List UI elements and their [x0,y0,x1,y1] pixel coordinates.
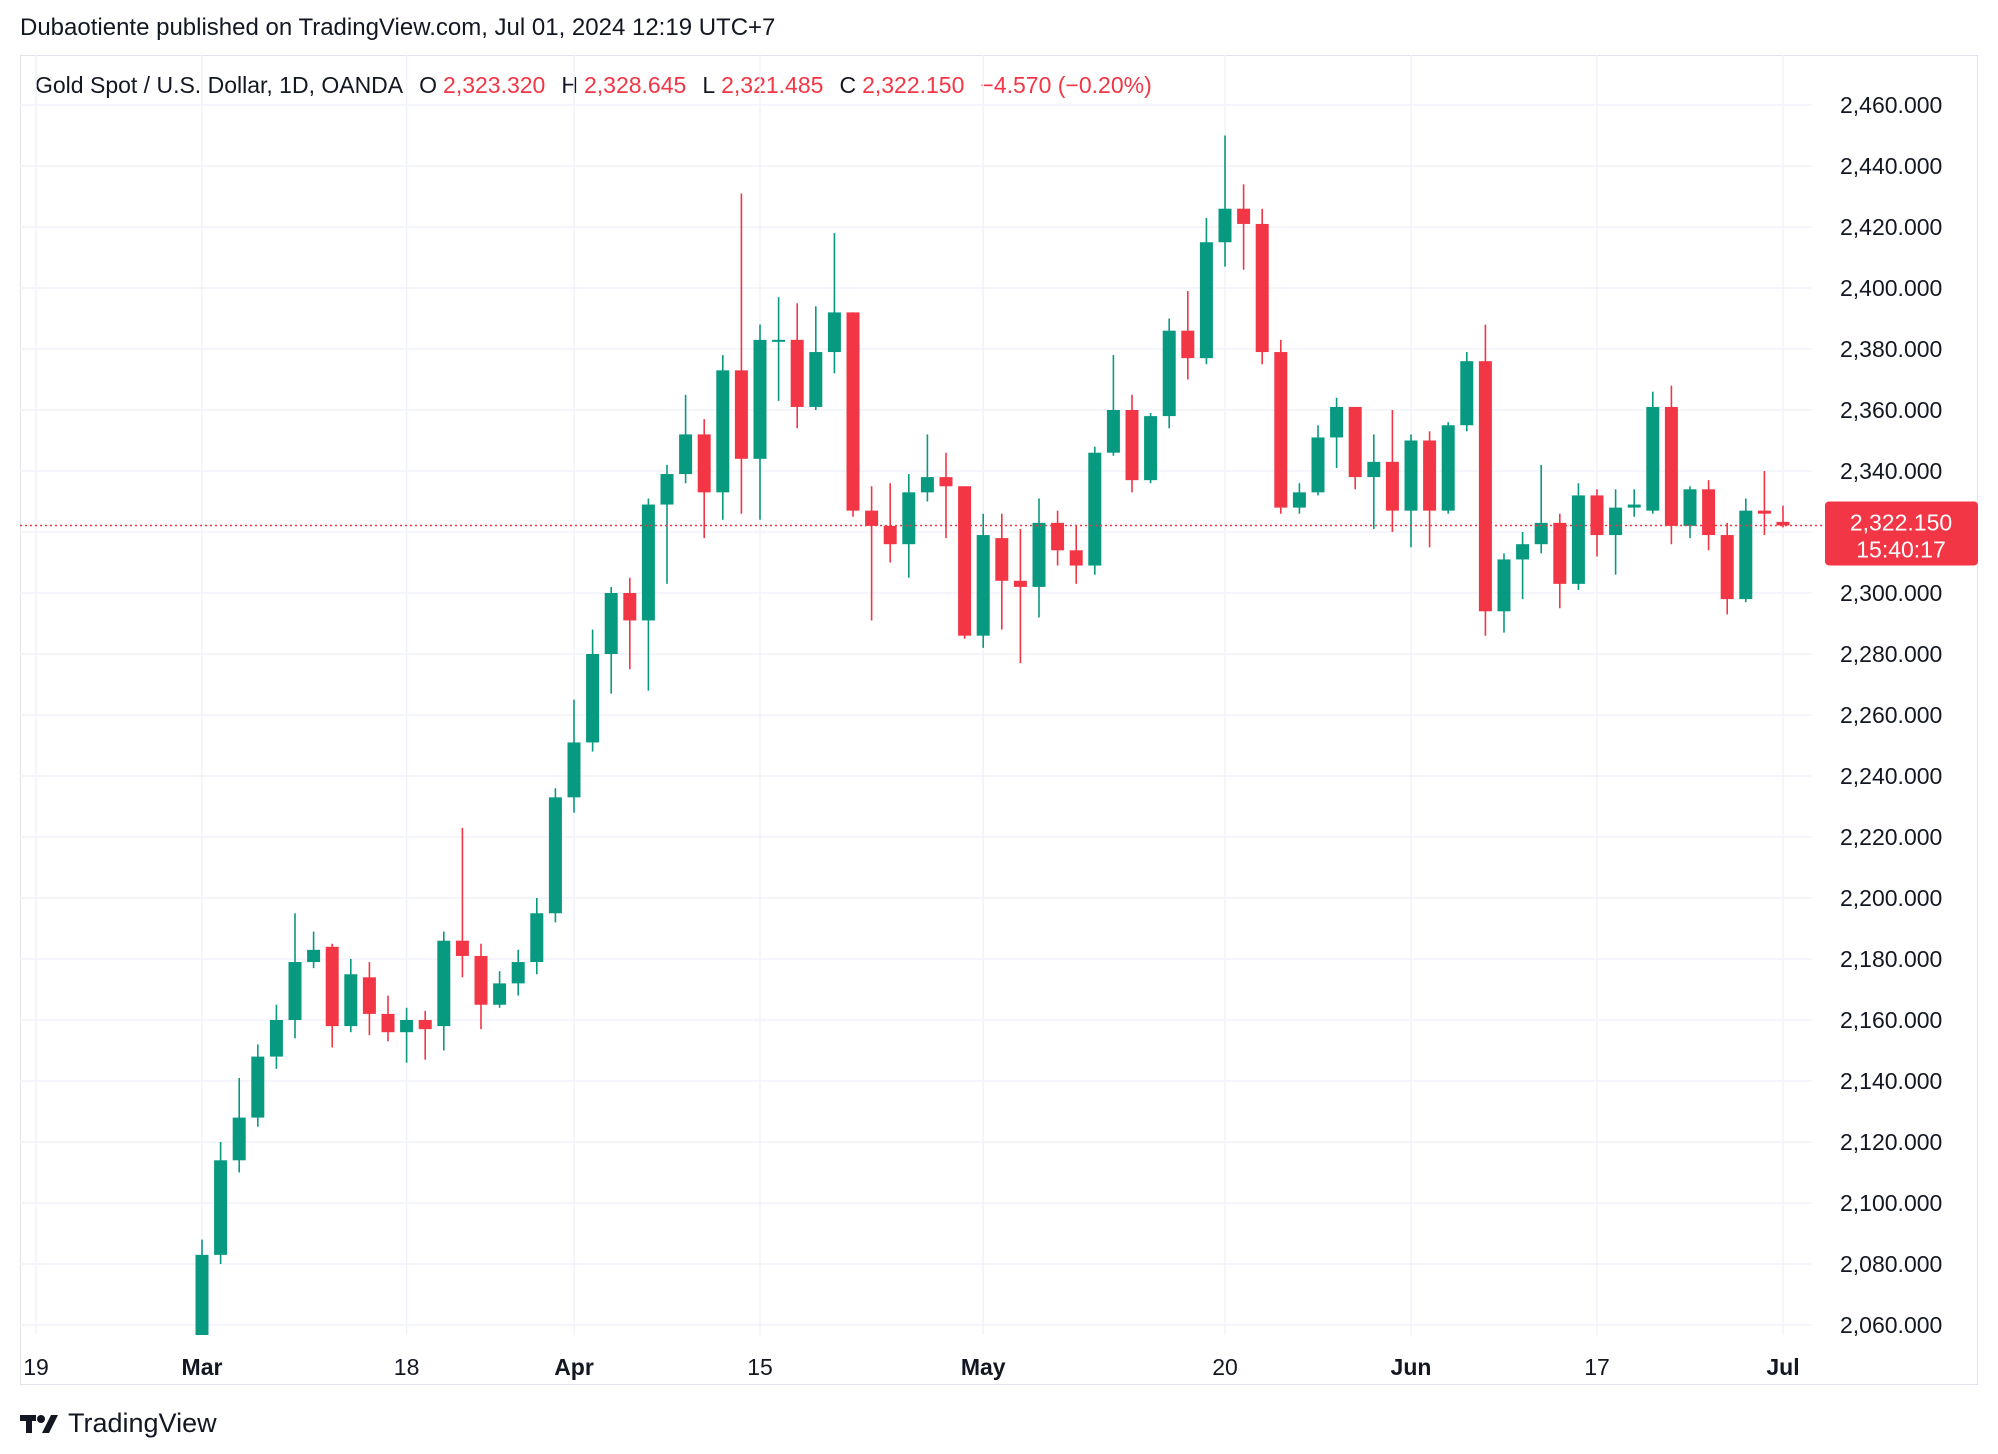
open-label: O [419,72,438,98]
chart-frame[interactable] [20,55,1978,1385]
published-by-line: Dubaotiente published on TradingView.com… [20,14,776,41]
close-label: C [839,72,857,98]
tradingview-logo-icon [20,1414,58,1433]
tradingview-logo[interactable]: TradingView [20,1408,217,1439]
high-value: 2,328.645 [583,72,687,98]
low-value: 2,321.485 [721,72,824,98]
open-value: 2,323.320 [443,72,546,98]
change-value: −4.570 (−0.20%) [980,72,1152,98]
ohlc-legend: Gold Spot / U.S. Dollar, 1D, OANDA O 2,323… [35,72,1158,99]
close-value: 2,322.150 [862,72,965,98]
high-label: H [561,72,578,98]
tradingview-brand: TradingView [68,1408,217,1438]
low-label: L [702,72,716,98]
symbol-label: Gold Spot / U.S. Dollar, 1D, OANDA [35,72,404,98]
